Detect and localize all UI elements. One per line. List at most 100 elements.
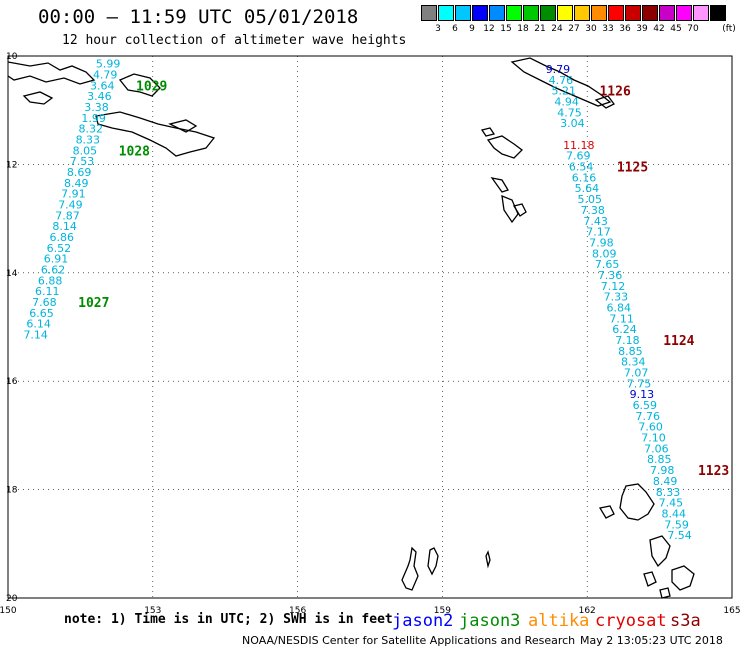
wave-height-label: 7.54 — [667, 529, 692, 542]
coastline-path — [643, 571, 657, 587]
wave-height-label: 5.21 — [551, 85, 576, 98]
satellite-legend-jason2: jason2 — [392, 611, 453, 631]
lon-tick-label: 156 — [289, 606, 306, 616]
colorbar-label: 39 — [636, 24, 648, 34]
wave-height-label: 7.12 — [601, 280, 626, 293]
coastline-path — [95, 111, 216, 157]
coastline-path — [118, 73, 161, 97]
wave-height-label: 8.32 — [78, 123, 103, 136]
wave-height-label: 7.98 — [589, 236, 614, 249]
wave-height-label: 9.79 — [546, 63, 571, 76]
coastline-path — [594, 95, 615, 109]
wave-height-label: 3.38 — [84, 101, 109, 114]
coastline-path — [427, 547, 439, 576]
pass-number-label: 1123 — [698, 464, 729, 479]
pass-number-label: 1029 — [136, 79, 167, 94]
wave-height-label: 7.45 — [659, 497, 684, 510]
wave-height-label: 8.85 — [647, 453, 672, 466]
colorbar-label: 12 — [483, 24, 495, 34]
wave-height-label: 7.10 — [641, 432, 666, 445]
colorbar-swatch — [710, 5, 726, 21]
lat-tick-label: 18 — [6, 486, 18, 496]
wave-height-label: 7.60 — [638, 421, 663, 434]
wave-height-label: 6.11 — [35, 285, 60, 298]
colorbar-label: 30 — [585, 24, 597, 34]
colorbar-swatch — [540, 5, 556, 21]
wave-height-label: 6.86 — [50, 231, 75, 244]
wave-height-label: 4.79 — [93, 68, 118, 81]
wave-height-label: 7.36 — [598, 269, 623, 282]
colorbar-label: 33 — [602, 24, 614, 34]
coastline-path — [7, 61, 96, 85]
satellite-track: 9.794.765.214.944.753.04 1126 — [546, 63, 631, 130]
wave-height-label: 7.87 — [55, 209, 79, 222]
wave-height-label: 8.49 — [64, 177, 89, 190]
colorbar-swatch — [438, 5, 454, 21]
colorbar-swatch — [659, 5, 675, 21]
coastline-path — [485, 550, 491, 569]
colorbar-label: 6 — [452, 24, 458, 34]
wave-height-label: 7.59 — [664, 518, 689, 531]
wave-height-label: 7.07 — [624, 367, 649, 380]
wave-height-label: 8.34 — [621, 356, 646, 369]
wave-height-label: 5.99 — [96, 58, 121, 71]
satellite-track: 5.994.793.643.463.381.99 1029 — [81, 58, 167, 125]
colorbar-swatch — [642, 5, 658, 21]
wave-height-label: 6.14 — [26, 318, 50, 331]
coastline-path — [490, 177, 509, 193]
coastline-path — [168, 119, 198, 133]
colorbar-swatch — [557, 5, 573, 21]
lon-tick-label: 153 — [144, 606, 161, 616]
lat-tick-label: 10 — [6, 52, 18, 62]
pass-number-label: 1126 — [599, 85, 630, 100]
colorbar-label: 70 — [687, 24, 699, 34]
satellite-legend-altika: altika — [528, 611, 589, 631]
colorbar-label: 42 — [653, 24, 665, 34]
satellite-legend-cryosat: cryosat — [595, 611, 667, 631]
map-subtitle: 12 hour collection of altimeter wave hei… — [62, 33, 407, 48]
wave-height-label: 8.69 — [67, 166, 92, 179]
colorbar-label: 18 — [517, 24, 529, 34]
satellite-track: 8.328.338.057.538.698.497.917.497.878.14… — [41, 123, 150, 277]
wave-height-label: 7.18 — [615, 334, 640, 347]
colorbar-swatch — [455, 5, 471, 21]
wave-height-label: 7.98 — [650, 464, 675, 477]
colorbar-swatch — [625, 5, 641, 21]
lat-tick-label: 12 — [6, 160, 17, 170]
wave-height-label: 8.09 — [592, 247, 617, 260]
wave-height-label: 8.33 — [76, 133, 101, 146]
lat-tick-label: 14 — [6, 269, 18, 279]
wave-height-label: 7.14 — [23, 329, 48, 342]
satellite-track: 7.116.247.188.858.347.077.759.136.597.76… — [609, 312, 694, 444]
wave-height-label: 6.16 — [572, 171, 597, 184]
lat-tick-label: 16 — [6, 377, 18, 387]
colorbar-swatch — [472, 5, 488, 21]
lon-tick-label: 165 — [723, 606, 740, 616]
coastline-path — [512, 203, 527, 217]
wave-height-label: 8.05 — [73, 144, 98, 157]
wave-height-label: 6.54 — [569, 161, 594, 174]
wave-height-label: 3.46 — [87, 90, 112, 103]
satellite-legend-s3a: s3a — [670, 611, 701, 631]
colorbar-swatch — [693, 5, 709, 21]
colorbar-label: 15 — [500, 24, 512, 34]
wave-height-label: 3.64 — [90, 79, 115, 92]
colorbar-swatch — [608, 5, 624, 21]
coastline-path — [501, 194, 519, 224]
satellite-track: 11.187.696.546.165.645.057.387.437.177.9… — [563, 139, 648, 315]
wave-height-label: 7.33 — [604, 291, 629, 304]
colorbar-swatch — [574, 5, 590, 21]
wave-height-label: 6.24 — [612, 323, 637, 336]
wave-height-label: 6.84 — [607, 301, 632, 314]
wave-height-label: 6.62 — [41, 264, 66, 277]
wave-height-label: 7.75 — [627, 377, 652, 390]
note-text: note: 1) Time is in UTC; 2) SWH is in fe… — [64, 612, 393, 627]
wave-height-label: 7.38 — [580, 204, 605, 217]
colorbar-label: 3 — [435, 24, 441, 34]
coastline-path — [659, 587, 671, 599]
pass-number-label: 1124 — [663, 334, 694, 349]
wave-height-label: 1.99 — [81, 112, 106, 125]
wave-height-label: 11.18 — [563, 139, 595, 152]
colorbar-label: 27 — [568, 24, 580, 34]
